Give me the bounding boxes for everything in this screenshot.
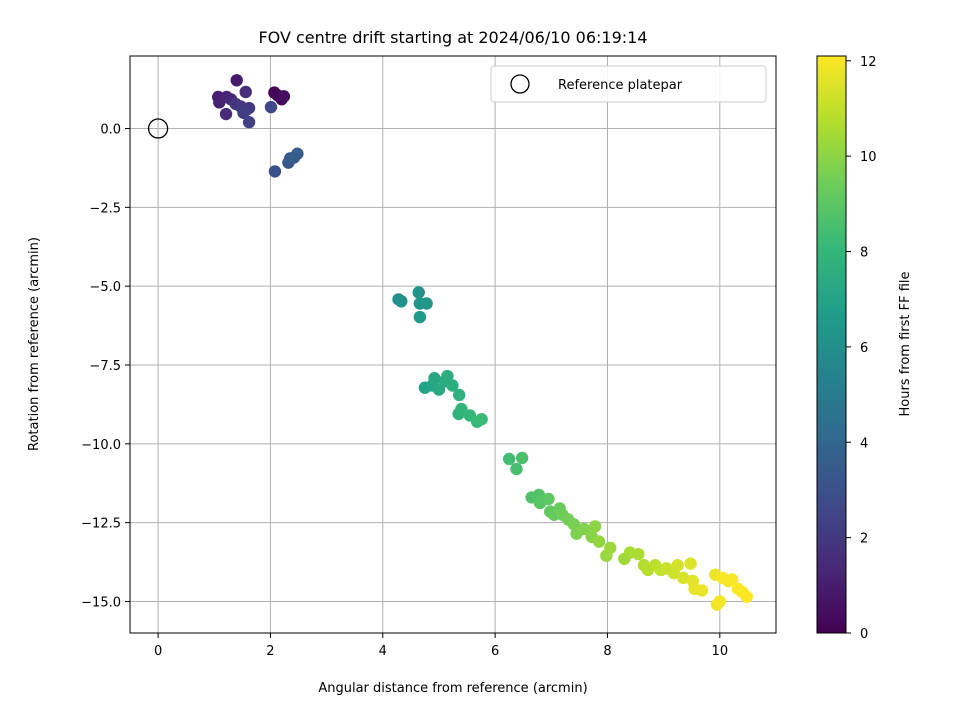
scatter-points [211,74,753,611]
data-point [268,165,282,178]
data-point [242,116,256,129]
x-tick-label: 10 [712,644,729,659]
data-point [695,584,709,597]
x-axis-ticks: 0 2 4 6 8 10 [154,633,728,659]
colorbar-tick-label: 4 [860,436,868,451]
data-point [632,547,645,561]
grid [130,56,776,633]
y-tick-label: −15.0 [81,595,121,610]
data-point [684,557,697,570]
colorbar-tick-label: 8 [860,246,868,261]
data-point [725,573,739,586]
y-tick-label: −5.0 [89,280,121,295]
data-point [604,541,617,555]
y-axis-label: Rotation from reference (arcmin) [27,237,42,451]
data-point [713,595,727,608]
data-point [277,90,291,103]
y-tick-label: −10.0 [81,438,121,453]
legend: Reference platepar [490,65,767,103]
colorbar-tick-label: 6 [860,341,868,356]
colorbar-ticks: 0 2 4 6 8 10 12 [846,55,877,642]
y-axis-ticks: 0.0 −2.5 −5.0 −7.5 −10.0 −12.5 −15.0 [81,123,130,610]
y-tick-label: −7.5 [89,359,121,374]
data-point [455,402,468,416]
data-point [446,379,459,392]
data-point [542,492,555,506]
data-point [413,310,427,324]
data-point [219,107,233,121]
x-tick-label: 6 [491,644,499,659]
x-axis-label: Angular distance from reference (arcmin) [318,681,587,696]
x-tick-label: 2 [266,644,274,659]
x-tick-label: 0 [154,644,162,659]
colorbar-tick-label: 2 [860,532,868,547]
colorbar-tick-label: 0 [860,627,868,642]
data-point [502,452,516,466]
chart-title: FOV centre drift starting at 2024/06/10 … [258,28,647,47]
colorbar-tick-label: 12 [860,55,877,70]
data-point [452,388,466,402]
legend-marker-open-circle [510,74,530,94]
data-point [237,106,250,119]
reference-marker [147,118,169,139]
data-point [515,451,529,465]
data-point [239,85,252,99]
data-point [577,522,591,536]
data-point [428,372,441,385]
y-tick-label: −12.5 [81,517,121,532]
data-point [475,413,488,426]
colorbar-tick-label: 10 [860,150,877,165]
reference-point [147,118,169,139]
data-point [264,100,278,114]
colorbar-label: Hours from first FF file [898,271,913,416]
data-point [395,295,408,308]
colorbar [816,55,847,634]
data-point [230,74,243,87]
data-point [412,286,425,299]
data-point [671,559,684,572]
y-tick-label: −2.5 [89,201,121,216]
data-point [588,520,602,533]
data-point [510,462,523,476]
data-point [567,518,580,531]
data-point [291,147,304,160]
x-tick-label: 4 [379,644,387,659]
data-point [677,571,690,585]
legend-box [490,65,767,103]
data-point [592,535,606,548]
data-point [420,297,433,310]
plot-frame [129,55,777,634]
x-tick-label: 8 [603,644,611,659]
y-tick-label: 0.0 [100,123,121,138]
legend-label: Reference platepar [558,78,683,93]
data-point [740,590,753,603]
data-point [441,369,454,383]
